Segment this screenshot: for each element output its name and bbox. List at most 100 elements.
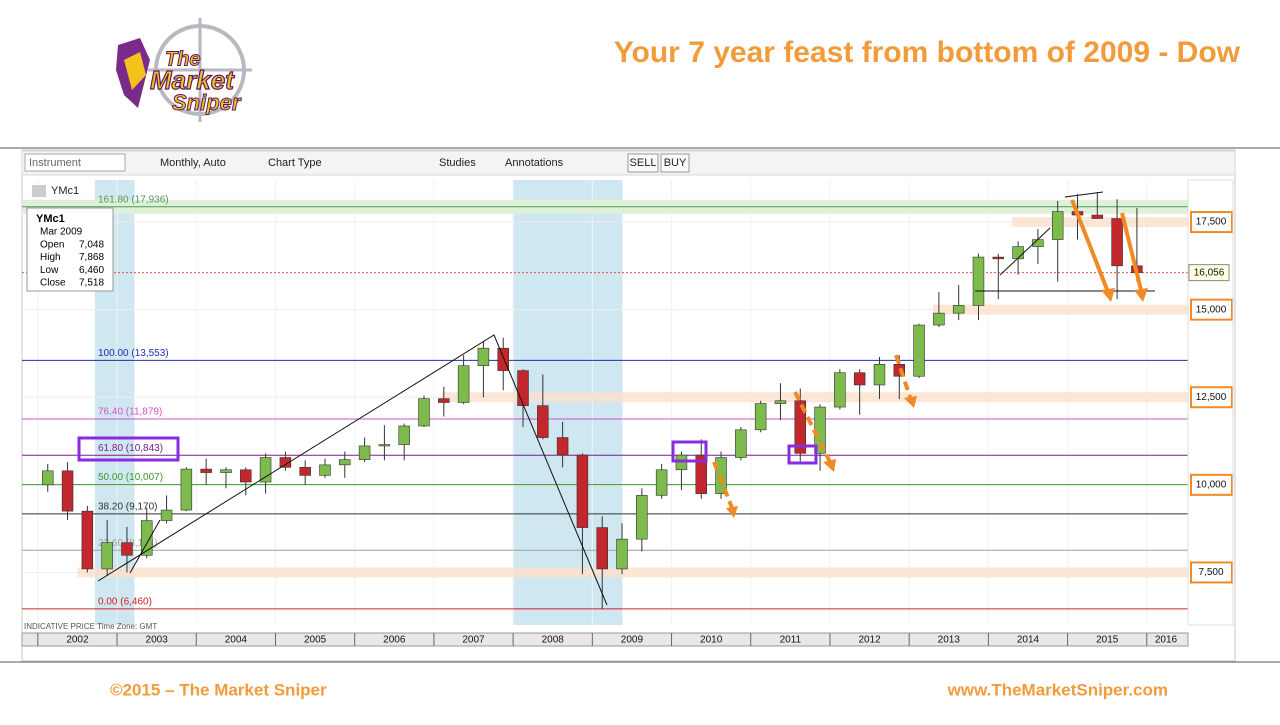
y-tick-label: 10,000 [1196,479,1227,490]
arrowhead [823,459,836,472]
price-tag [1190,561,1233,584]
x-tick-label: 2015 [1096,635,1119,646]
y-tick-label: 7,500 [1198,567,1223,578]
arrowhead [904,396,917,408]
candle-body [636,495,648,540]
info-period: Mar 2009 [40,227,83,238]
info-rows: Open 7,048 High 7,868 Low 6,460 Close 7,518 [40,240,104,289]
candle-body [972,256,985,306]
candle-body [141,520,153,556]
candle-body [220,469,232,473]
arrow [1120,212,1143,291]
x-tick-label: 2004 [225,635,248,646]
candle-body [1051,211,1064,240]
x-tick-label: 2003 [146,635,169,646]
level-label: 161.80 (17,936) [98,194,169,205]
logo-text: The [165,48,201,70]
info-key: Low [40,265,59,276]
x-tick-label: 2012 [858,635,881,646]
candle-body [240,469,252,483]
level-label: 76.40 (11,879) [98,407,162,418]
info-value: 7,868 [79,252,104,263]
info-symbol: YMc1 [36,213,65,225]
candle-body [279,457,292,468]
level-label: 61.80 (10,843) [98,443,163,454]
candle-body [517,370,529,406]
candle-body [41,470,54,486]
arrow [712,461,734,509]
candle-body [438,398,450,403]
level-label: 100.00 (13,553) [98,348,169,359]
x-tick-label: 2014 [1017,635,1040,646]
chart-type-menu[interactable]: Chart Type [268,157,322,169]
x-tick-label: 2005 [304,635,327,646]
candle-body [378,444,391,447]
annotations [77,191,1155,606]
candle-body [477,347,490,367]
sell-label: SELL [630,157,657,169]
candle-body [537,405,549,438]
highlight-box [787,444,818,465]
info-value: 7,048 [79,240,104,251]
footer-copyright: ©2015 – The Market Sniper [110,680,327,699]
logo-text: Market [150,65,235,95]
candle-body [616,538,628,570]
plot: 7,500 10,000 12,500 15,000 17,500 161.80 (17,… [21,180,1233,647]
candle-body [121,542,133,556]
arrow [1070,199,1110,293]
x-tick-label: 2009 [621,635,644,646]
footnote: INDICATIVE PRICE Time Zone: GMT [24,622,157,631]
candle-body [774,400,787,404]
interval-menu[interactable]: Monthly, Auto [160,157,226,169]
trend-line [999,227,1051,276]
candle-body [259,457,272,483]
x-tick-label: 2016 [1155,635,1178,646]
logo-bird-wing [124,52,146,90]
trend-line [129,519,161,574]
y-tick-label: 12,500 [1196,392,1227,403]
candle-body [1012,246,1024,260]
studies-menu[interactable]: Studies [439,157,476,169]
candle-body [992,256,1005,260]
candle-body [339,459,351,466]
level-label: 50.00 (10,007) [98,472,163,483]
candle-body [61,470,74,512]
annotations-menu[interactable]: Annotations [505,157,564,169]
candle-body [200,468,212,473]
candle-body [913,324,925,377]
info-value: 7,518 [79,277,104,288]
candle-body [398,425,410,445]
candle-body [180,468,193,511]
price-tag [1190,386,1233,409]
info-key: Open [40,240,64,251]
last-price-label: 16,056 [1194,267,1225,278]
symbol-icon [32,185,46,197]
candle-body [735,429,747,458]
zone-band [932,304,1188,315]
info-key: Close [40,277,66,288]
candle-body [754,403,767,431]
candle-body [299,467,311,476]
arrowheads [726,288,1148,518]
logo-text: Sniper [172,90,242,115]
highlight-box [671,440,708,463]
candle-body [695,454,707,494]
info-value: 6,460 [79,265,104,276]
x-tick-label: 2002 [66,635,89,646]
zone-band [1012,217,1188,228]
arrowhead [1101,288,1115,302]
slide-title: Your 7 year feast from bottom of 2009 - … [614,36,1241,69]
x-tick-label: 2007 [462,635,485,646]
candle-body [834,372,846,408]
zone-band [441,392,1188,403]
buy-button[interactable] [660,153,690,173]
symbol-label[interactable]: YMc1 [51,185,79,197]
sell-button[interactable] [627,153,659,173]
candle-body [418,398,430,427]
highlight-box [77,436,180,462]
price-tag [1190,298,1233,321]
candle-body [1111,218,1123,267]
instrument-input[interactable] [24,153,126,172]
